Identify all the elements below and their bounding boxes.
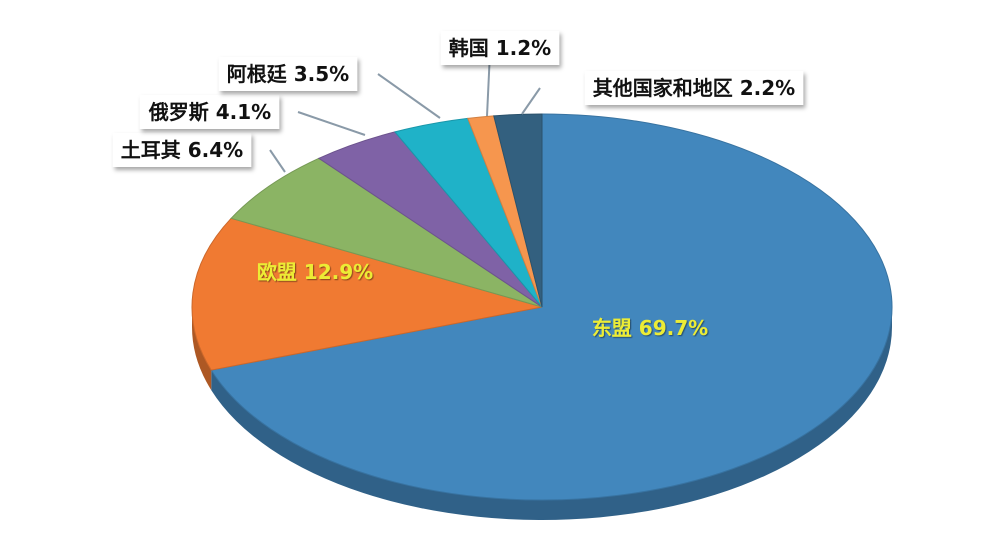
data-label-2: 土耳其 6.4% bbox=[121, 138, 243, 162]
data-label-5: 韩国 1.2% bbox=[449, 36, 551, 60]
pie-slice-6 bbox=[493, 113, 543, 308]
leader-line-2 bbox=[269, 149, 286, 173]
pie-slice-1 bbox=[191, 217, 543, 371]
data-label-box-4 bbox=[218, 57, 358, 91]
leader-line-6 bbox=[521, 87, 541, 115]
data-label-3: 俄罗斯 4.1% bbox=[148, 100, 271, 124]
leader-line-3 bbox=[297, 111, 366, 136]
data-label-box-6 bbox=[584, 71, 804, 105]
data-label-1: 欧盟 12.9% bbox=[257, 260, 373, 284]
pie-slice-2 bbox=[230, 157, 543, 308]
leader-line-4 bbox=[377, 73, 441, 119]
pie-side-1 bbox=[192, 307, 212, 391]
data-label-box-3 bbox=[139, 95, 280, 129]
data-label-0: 东盟 69.7% bbox=[592, 316, 708, 340]
data-label-box-2 bbox=[112, 133, 252, 167]
data-label-4: 阿根廷 3.5% bbox=[227, 62, 349, 86]
data-label-box-5 bbox=[440, 31, 560, 65]
pie-slice-0 bbox=[210, 113, 893, 501]
data-label-6: 其他国家和地区 2.2% bbox=[593, 76, 795, 100]
